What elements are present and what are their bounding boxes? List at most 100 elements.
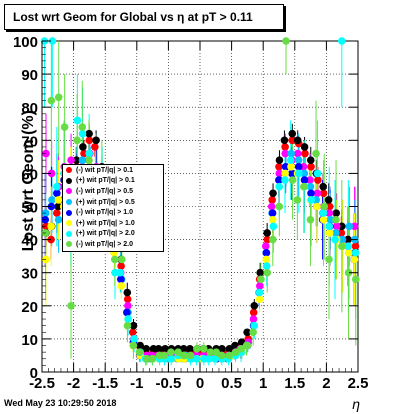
legend-label: (-) wit pT/|q| > 0.5: [76, 188, 133, 195]
data-point: [61, 123, 69, 131]
data-point: [301, 143, 309, 151]
data-point: [275, 163, 283, 171]
legend-label: (+) wit pT/|q| > 0.5: [76, 199, 135, 206]
chart-title: Lost wrt Geom for Global vs η at pT > 0.…: [13, 10, 253, 24]
data-point: [301, 150, 309, 158]
data-point: [250, 309, 258, 317]
data-point: [281, 143, 289, 151]
data-point: [167, 348, 175, 356]
data-point: [338, 242, 346, 250]
legend-entry: (+) wit pT/|q| > 1.0: [63, 218, 163, 229]
data-point: [257, 276, 265, 284]
data-point: [276, 203, 284, 211]
legend-marker: [66, 231, 72, 237]
data-point: [53, 209, 61, 217]
data-point: [53, 183, 61, 191]
data-point: [85, 130, 93, 138]
data-point: [313, 203, 321, 211]
data-point: [256, 289, 264, 297]
y-tick-label: 100: [13, 34, 38, 51]
legend: (-) wit pT/|q| > 0.1 (+) wit pT/|q| > 0.1…: [62, 164, 164, 252]
data-point: [256, 295, 264, 303]
data-point: [263, 249, 271, 257]
data-point: [346, 223, 354, 231]
data-point: [314, 170, 322, 178]
data-point: [124, 315, 132, 323]
data-point: [331, 236, 339, 244]
data-point: [320, 209, 328, 217]
data-point: [55, 93, 63, 101]
data-point: [149, 355, 157, 363]
data-point: [262, 242, 270, 250]
data-point: [263, 229, 271, 237]
data-point: [249, 328, 257, 336]
data-point: [351, 256, 359, 264]
legend-marker: [66, 220, 72, 226]
data-point: [117, 262, 125, 270]
data-point: [289, 176, 297, 184]
data-point: [118, 256, 126, 264]
data-point: [325, 223, 333, 231]
data-point: [269, 236, 277, 244]
data-point: [263, 262, 271, 270]
data-point: [294, 137, 302, 145]
data-point: [268, 196, 276, 204]
data-point: [124, 295, 132, 303]
data-point: [345, 249, 353, 257]
data-point: [269, 209, 277, 217]
data-point: [186, 345, 194, 353]
data-point: [268, 203, 276, 211]
data-point: [256, 282, 264, 290]
legend-entry: (+) wit pT/|q| > 0.5: [63, 197, 163, 208]
data-point: [276, 156, 284, 164]
data-point: [307, 156, 315, 164]
x-tick-label: -0.5: [155, 375, 181, 392]
data-point: [123, 289, 131, 297]
data-point: [352, 242, 360, 250]
legend-marker: [66, 210, 72, 216]
legend-marker: [66, 199, 72, 205]
data-point: [301, 176, 309, 184]
data-point: [326, 229, 334, 237]
legend-marker: [66, 167, 72, 173]
data-point: [160, 352, 168, 360]
y-tick-label: 30: [21, 266, 38, 283]
legend-label: (+) wit pT/|q| > 0.1: [76, 177, 135, 184]
data-point: [85, 150, 93, 158]
data-point: [295, 163, 303, 171]
data-point: [78, 123, 86, 131]
legend-label: (+) wit pT/|q| > 2.0: [76, 230, 135, 237]
legend-marker: [66, 178, 72, 184]
data-point: [124, 322, 132, 330]
y-tick-label: 0: [30, 365, 38, 382]
data-point: [180, 352, 188, 360]
data-point: [300, 183, 308, 191]
data-point: [307, 196, 315, 204]
data-point: [116, 269, 124, 277]
data-point: [67, 156, 75, 164]
data-point: [74, 117, 82, 125]
legend-label: (-) wit pT/|q| > 0.1: [76, 167, 133, 174]
data-point: [193, 345, 201, 353]
legend-entry: (-) wit pT/|q| > 0.1: [63, 165, 163, 176]
data-point: [295, 156, 303, 164]
data-point: [130, 342, 138, 350]
legend-label: (-) wit pT/|q| > 1.0: [76, 209, 133, 216]
data-point: [187, 352, 195, 360]
data-point: [73, 137, 81, 145]
data-point: [333, 223, 341, 231]
data-point: [281, 137, 289, 145]
data-point: [86, 137, 94, 145]
data-point: [200, 345, 208, 353]
data-point: [352, 276, 360, 284]
data-point: [262, 256, 270, 264]
data-point: [307, 163, 315, 171]
data-point: [307, 216, 315, 224]
data-point: [287, 150, 295, 158]
data-point: [281, 170, 289, 178]
data-point: [67, 302, 75, 310]
data-point: [136, 348, 144, 356]
data-point: [250, 302, 258, 310]
legend-entry: (+) wit pT/|q| > 0.1: [63, 176, 163, 187]
data-point: [47, 223, 55, 231]
